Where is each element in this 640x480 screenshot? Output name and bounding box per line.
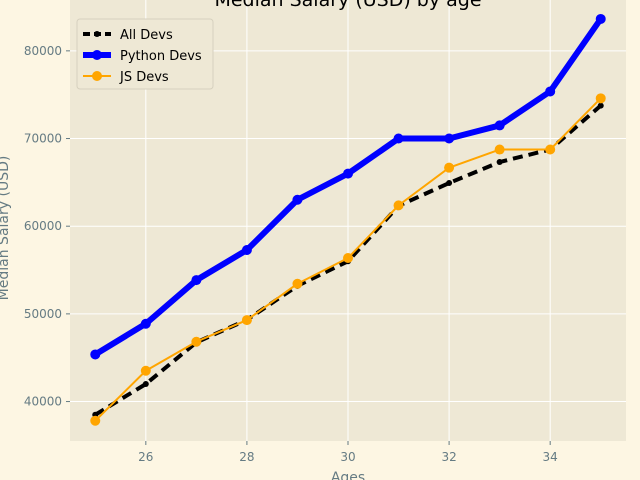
y-tick-label: 50000 [24,307,62,321]
y-tick-label: 60000 [24,219,62,233]
legend-marker [92,71,102,81]
data-point [496,159,503,166]
data-point [446,179,453,186]
data-point [241,244,252,255]
data-point [393,200,404,211]
x-tick-label: 34 [543,450,558,464]
data-point [597,102,604,109]
legend-marker [92,50,102,60]
data-point [292,278,303,289]
data-point [343,252,353,263]
series-layer [90,13,606,426]
legend-marker [94,31,100,37]
x-tick-label: 30 [340,450,355,464]
legend: All Devs Python Devs JS Devs [76,18,214,90]
data-point [140,318,151,329]
data-point [444,162,455,173]
x-axis-label: Ages [331,470,365,480]
y-axis-ticks: 40000 50000 60000 70000 80000 [24,44,70,409]
legend-box [76,18,214,90]
grid-lines [70,0,626,441]
data-point [191,336,202,347]
y-axis-label: Median Salary (USD) [0,156,12,301]
data-point [545,144,556,155]
data-point [393,133,404,144]
data-point [545,86,556,97]
data-point [292,194,303,205]
data-point [142,381,149,388]
legend-label: JS Devs [119,70,169,85]
data-point [90,415,101,426]
data-point [90,349,101,360]
data-point [444,133,455,144]
data-point [140,365,151,376]
x-tick-label: 32 [441,450,456,464]
data-point [494,144,505,155]
x-axis-ticks: 26 28 30 32 34 [138,441,558,464]
series-js-devs [90,93,606,426]
data-point [494,120,505,131]
y-tick-label: 80000 [24,44,62,58]
series-python-devs [90,13,606,360]
y-tick-label: 40000 [24,395,62,409]
data-point [595,13,606,24]
y-tick-label: 70000 [24,132,62,146]
data-point [191,275,202,286]
chart-title: Median Salary (USD) by age [214,0,481,11]
data-point [595,93,606,104]
legend-label: Python Devs [120,49,202,64]
x-tick-label: 28 [239,450,254,464]
x-tick-label: 26 [138,450,153,464]
data-point [241,315,252,326]
data-point [343,168,353,179]
legend-label: All Devs [120,28,173,43]
